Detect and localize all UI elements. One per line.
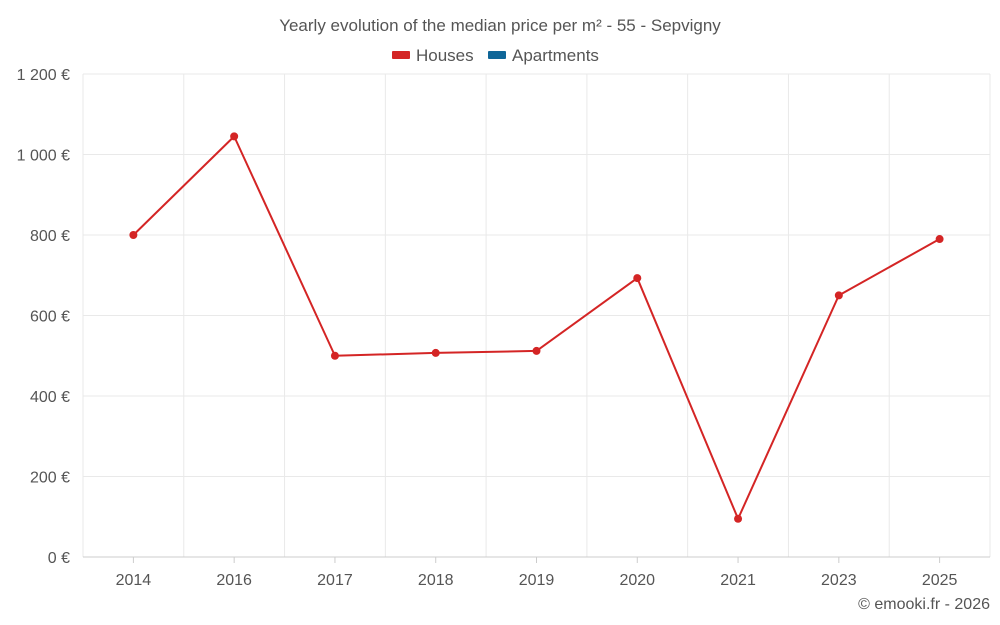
y-tick-label: 400 € bbox=[30, 389, 70, 406]
data-point-houses-2014 bbox=[129, 231, 138, 239]
data-point-houses-2017 bbox=[330, 351, 339, 360]
y-axis-ticks: 0 € 200 € 400 € 600 € 800 € 1 000 € 1 200 € bbox=[17, 67, 70, 567]
data-point-houses-2023 bbox=[834, 291, 843, 300]
x-tick-label: 2025 bbox=[922, 572, 958, 589]
data-point-houses-2020 bbox=[633, 274, 642, 283]
x-tick-label: 2019 bbox=[519, 572, 555, 589]
data-point-houses-2018 bbox=[431, 348, 440, 357]
data-point-houses-2021 bbox=[734, 514, 743, 523]
data-point-houses-2025 bbox=[935, 235, 944, 244]
legend-item-houses[interactable]: Houses bbox=[392, 46, 474, 65]
x-tick-label: 2023 bbox=[821, 572, 857, 589]
credit-text[interactable]: © emooki.fr - 2026 bbox=[858, 596, 990, 613]
x-axis-ticks: 2014 2016 2017 2018 2019 2020 2021 2023 2025 bbox=[116, 572, 958, 589]
axes bbox=[83, 556, 990, 563]
x-tick-label: 2016 bbox=[216, 572, 252, 589]
x-tick-label: 2020 bbox=[619, 572, 655, 589]
series-line-houses bbox=[132, 135, 941, 520]
y-tick-label: 200 € bbox=[30, 470, 70, 487]
x-tick-label: 2014 bbox=[116, 572, 152, 589]
grid bbox=[82, 73, 991, 557]
y-tick-label: 800 € bbox=[30, 228, 70, 245]
y-tick-label: 0 € bbox=[48, 550, 70, 567]
chart-title: Yearly evolution of the median price per… bbox=[279, 16, 721, 35]
y-tick-label: 1 000 € bbox=[17, 148, 70, 165]
x-tick-label: 2018 bbox=[418, 572, 454, 589]
x-tick-label: 2017 bbox=[317, 572, 353, 589]
legend-swatch-houses bbox=[392, 51, 410, 59]
y-tick-label: 1 200 € bbox=[17, 67, 70, 84]
data-point-houses-2019 bbox=[532, 346, 541, 355]
legend-item-apartments[interactable]: Apartments bbox=[488, 46, 599, 65]
legend-label-houses: Houses bbox=[416, 46, 474, 65]
data-point-houses-2016 bbox=[230, 132, 239, 141]
legend-swatch-apartments bbox=[488, 51, 506, 59]
series bbox=[129, 132, 944, 523]
x-tick-label: 2021 bbox=[720, 572, 756, 589]
y-tick-label: 600 € bbox=[30, 309, 70, 326]
legend: Houses Apartments bbox=[392, 46, 599, 65]
legend-label-apartments: Apartments bbox=[512, 46, 599, 65]
